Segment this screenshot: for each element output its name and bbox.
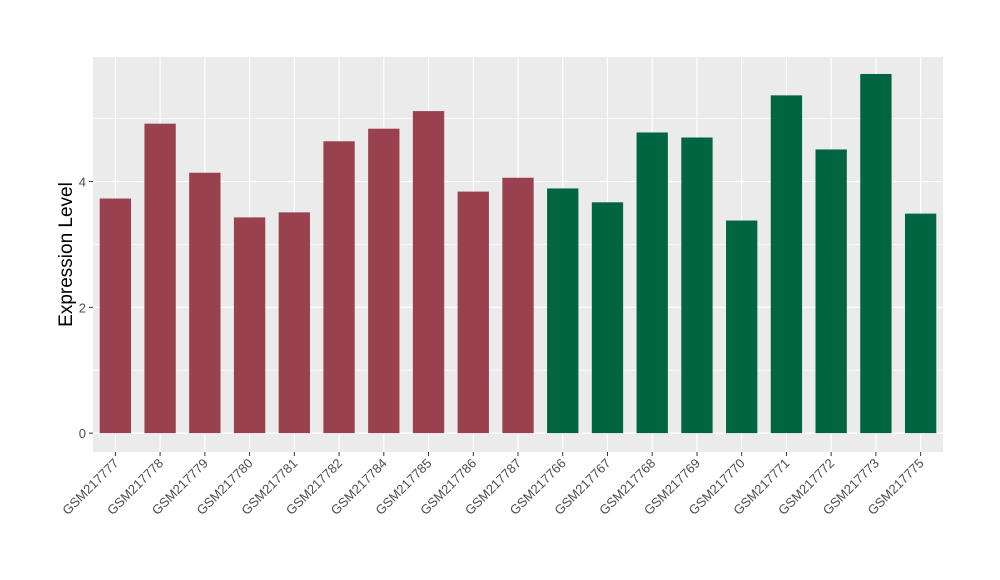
bar-GSM217770 [726,220,758,434]
bar-GSM217766 [547,188,579,434]
bar-GSM217767 [591,202,624,434]
bar-GSM217784 [368,128,400,434]
bar-GSM217780 [233,217,266,434]
bar-GSM217781 [278,212,310,434]
bar-GSM217777 [99,198,132,434]
y-tick-label: 4 [79,175,86,190]
bar-GSM217785 [412,111,445,434]
bar-GSM217778 [144,123,176,434]
bar-GSM217775 [904,213,937,434]
y-tick-label: 2 [79,300,86,315]
y-axis-label: Expression Level [56,182,77,327]
bar-GSM217786 [457,191,489,434]
bar-GSM217771 [770,95,803,434]
bar-GSM217782 [323,141,355,434]
bar-GSM217768 [636,132,668,434]
bar-GSM217779 [189,172,221,434]
bar-GSM217773 [860,73,892,434]
y-tick-label: 0 [79,426,86,441]
bar-GSM217787 [502,177,534,434]
bar-GSM217769 [681,137,713,434]
bar-GSM217772 [815,149,847,434]
